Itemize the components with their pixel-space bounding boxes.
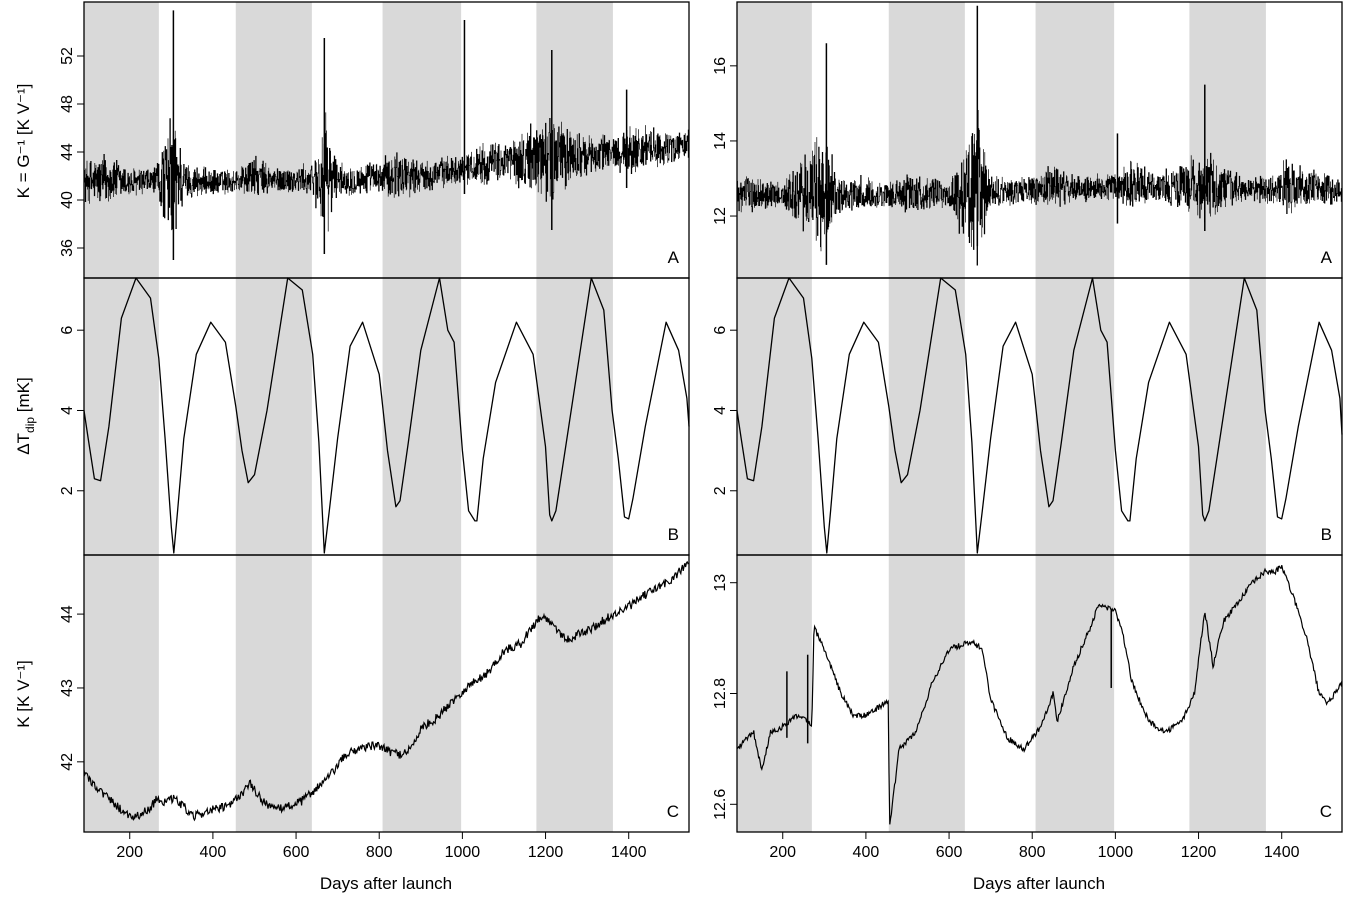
x-tick-label-left-C-4: 1000: [445, 844, 481, 861]
y-tick-label-left-C-1: 43: [59, 679, 76, 697]
shaded-band-left-C-2: [382, 555, 462, 832]
x-axis-label-right: Days after launch: [973, 874, 1105, 893]
shaded-band-right-B-2: [1035, 278, 1115, 555]
delta-t-unit: [mK]: [14, 377, 33, 417]
frame-left-C: [83, 554, 690, 833]
shaded-band-left-B-2: [382, 278, 462, 555]
shaded-band-right-B-3: [1189, 278, 1266, 555]
y-tick-label-left-B-2: 6: [59, 326, 76, 335]
gain-trace-right-C: [736, 565, 1343, 825]
shaded-band-left-A-2: [382, 2, 462, 278]
y-tick-label-right-C-1: 12.8: [712, 678, 729, 709]
data-layer: [83, 5, 1343, 825]
gain-trace-left-C: [83, 560, 690, 822]
panel-letter-right-A: A: [1321, 248, 1333, 267]
shaded-bands-layer: [84, 2, 1266, 832]
shaded-band-left-B-3: [536, 278, 613, 555]
y-tick-label-left-A-1: 40: [59, 191, 76, 209]
dipole-curve-left-B: [83, 277, 690, 554]
shaded-band-left-C-3: [536, 555, 613, 832]
x-tick-label-right-C-4: 1000: [1098, 844, 1134, 861]
y-tick-label-right-A-2: 16: [712, 57, 729, 75]
panel-letter-left-C: C: [667, 802, 679, 821]
x-tick-label-left-C-5: 1200: [528, 844, 564, 861]
shaded-band-right-C-1: [888, 555, 965, 832]
shaded-band-right-B-0: [737, 278, 812, 555]
x-tick-label-left-C-1: 400: [200, 844, 227, 861]
y-tick-label-left-A-3: 48: [59, 95, 76, 113]
x-tick-label-right-C-3: 800: [1019, 844, 1046, 861]
y-axis-label-row-b: ΔTdip [mK]: [14, 377, 37, 454]
y-tick-label-left-B-1: 4: [59, 406, 76, 415]
shaded-band-right-A-1: [888, 2, 965, 278]
panel-letter-right-C: C: [1320, 802, 1332, 821]
shaded-band-left-A-0: [84, 2, 159, 278]
shaded-band-right-A-2: [1035, 2, 1115, 278]
shaded-band-right-C-2: [1035, 555, 1115, 832]
panel-letter-right-B: B: [1321, 525, 1332, 544]
panel-letter-left-B: B: [668, 525, 679, 544]
delta-t-label: ΔT: [14, 433, 33, 455]
y-tick-label-right-C-0: 12.6: [712, 789, 729, 820]
shaded-band-right-B-1: [888, 278, 965, 555]
shaded-band-right-C-3: [1189, 555, 1266, 832]
y-tick-label-right-A-1: 14: [712, 132, 729, 150]
x-tick-label-right-C-2: 600: [936, 844, 963, 861]
shaded-band-right-C-0: [737, 555, 812, 832]
y-tick-label-left-B-0: 2: [59, 486, 76, 495]
shaded-band-right-A-0: [737, 2, 812, 278]
y-axis-label-row-a: K = G⁻¹ [K V⁻¹]: [14, 84, 33, 199]
y-tick-label-right-B-1: 4: [712, 406, 729, 415]
y-tick-label-left-C-2: 44: [59, 605, 76, 623]
x-tick-label-left-C-6: 1400: [611, 844, 647, 861]
y-axis-label-row-c: K [K V⁻¹]: [14, 660, 33, 728]
panel-letter-left-A: A: [668, 248, 680, 267]
x-tick-label-right-C-6: 1400: [1264, 844, 1300, 861]
y-tick-label-left-A-2: 44: [59, 143, 76, 161]
x-axis-label-left: Days after launch: [320, 874, 452, 893]
x-tick-label-right-C-5: 1200: [1181, 844, 1217, 861]
x-tick-label-left-C-2: 600: [283, 844, 310, 861]
frames-layer: [83, 1, 1343, 833]
x-tick-label-right-C-0: 200: [769, 844, 796, 861]
y-tick-label-right-B-2: 6: [712, 326, 729, 335]
y-tick-label-right-A-0: 12: [712, 207, 729, 225]
y-tick-label-left-A-4: 52: [59, 47, 76, 65]
shaded-band-left-B-1: [235, 278, 312, 555]
y-tick-label-right-C-2: 13: [712, 574, 729, 592]
y-tick-label-left-A-0: 36: [59, 239, 76, 257]
dipole-curve-right-B: [736, 277, 1343, 554]
shaded-band-left-B-0: [84, 278, 159, 555]
shaded-band-right-A-3: [1189, 2, 1266, 278]
x-tick-label-right-C-1: 400: [853, 844, 880, 861]
delta-t-subscript: dip: [23, 417, 37, 433]
y-tick-label-left-C-0: 42: [59, 753, 76, 771]
x-tick-label-left-C-0: 200: [116, 844, 143, 861]
shaded-band-left-C-1: [235, 555, 312, 832]
y-tick-label-right-B-0: 2: [712, 486, 729, 495]
ticks-layer: 36 40 44 48 52 A 12 14 16 A 2 4 6 B 2 4 6 B 42 43 44 C 200 400 6…: [59, 47, 1333, 861]
shaded-band-left-C-0: [84, 555, 159, 832]
signal-trace-right-A: [736, 110, 1343, 266]
shaded-band-left-A-1: [235, 2, 312, 278]
signal-trace-left-A: [83, 112, 690, 232]
x-tick-label-left-C-3: 800: [366, 844, 393, 861]
